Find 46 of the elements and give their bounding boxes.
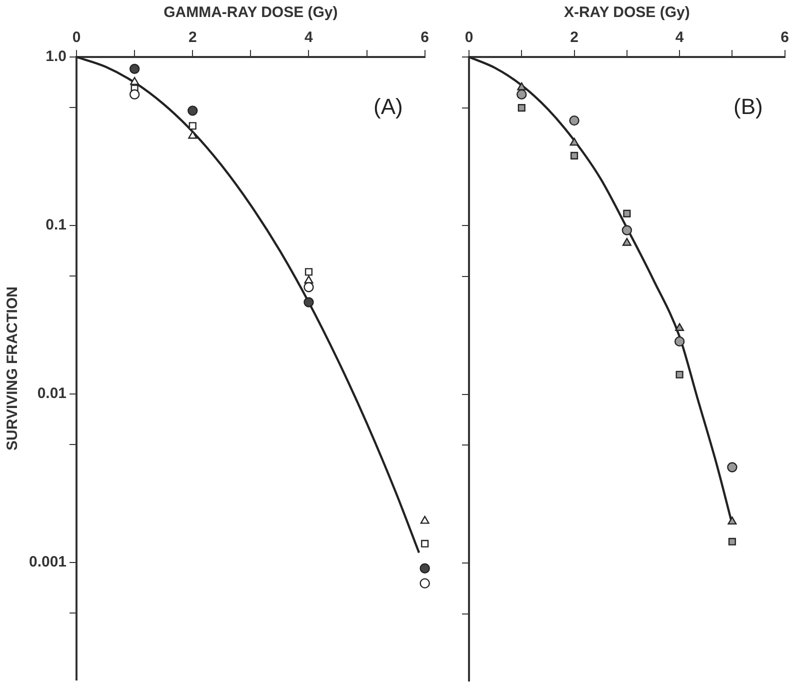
point	[569, 115, 580, 126]
point	[129, 64, 140, 74]
point	[421, 540, 429, 548]
point	[570, 138, 579, 146]
point	[516, 89, 527, 100]
x-tick-label: 4	[675, 29, 684, 46]
point	[622, 225, 632, 236]
x-tick-label: 4	[304, 29, 314, 46]
point	[728, 516, 737, 525]
point	[675, 323, 684, 331]
point	[623, 210, 631, 218]
y-tick-label: 1.0	[46, 48, 67, 66]
point	[727, 462, 738, 472]
point	[728, 538, 736, 546]
point	[129, 89, 140, 100]
point	[420, 563, 430, 574]
y-tick-label: 0.1	[46, 216, 67, 234]
x-tick-label: 6	[420, 29, 429, 46]
point	[517, 82, 526, 90]
point	[188, 106, 198, 116]
x-axis-title: X-RAY DOSE (Gy)	[564, 4, 690, 22]
x-tick-label: 6	[780, 29, 789, 46]
x-tick-label: 0	[464, 29, 474, 46]
point	[188, 130, 198, 139]
y-axis-title: SURVIVING FRACTION	[4, 286, 22, 450]
point	[420, 578, 430, 588]
y-tick-label: 0.001	[28, 553, 67, 570]
line-series	[75, 56, 420, 554]
point	[304, 268, 313, 276]
y-tick-label: 0.01	[37, 384, 67, 402]
point	[304, 297, 314, 308]
point	[570, 152, 578, 160]
point	[420, 516, 430, 524]
annotation: (A)	[374, 94, 403, 120]
annotation: (B)	[734, 94, 763, 120]
point	[674, 336, 685, 347]
x-tick-label: 2	[570, 29, 578, 46]
x-tick-label: 2	[188, 29, 197, 46]
x-axis-title: GAMMA-RAY DOSE (Gy)	[164, 4, 338, 22]
x-tick-label: 0	[72, 29, 81, 46]
point	[518, 104, 526, 112]
point	[622, 238, 632, 246]
point	[130, 76, 140, 85]
point	[188, 122, 196, 130]
point	[304, 282, 314, 292]
point	[676, 370, 684, 378]
